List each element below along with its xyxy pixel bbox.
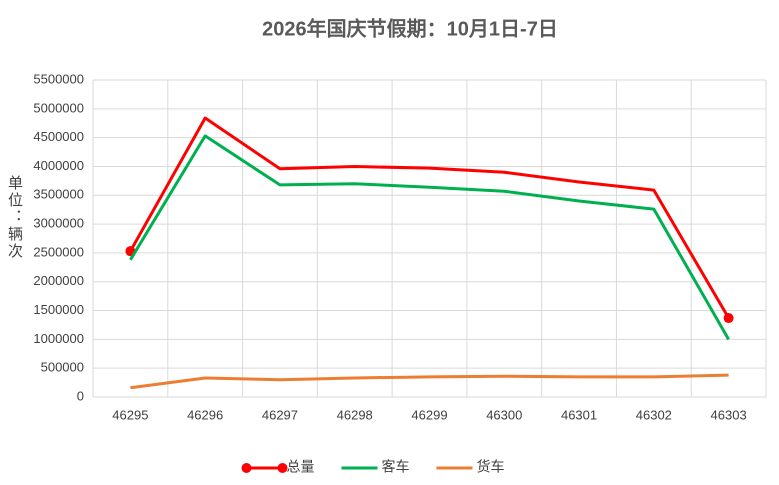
- y-tick-label: 3000000: [33, 216, 84, 231]
- y-tick-label: 500000: [41, 360, 84, 375]
- marker: [723, 313, 734, 324]
- y-tick-label: 4500000: [33, 129, 84, 144]
- line: [129, 116, 730, 319]
- x-tick-label: 46298: [337, 407, 373, 422]
- x-tick-label: 46301: [561, 407, 597, 422]
- x-tick-label: 46297: [262, 407, 298, 422]
- x-tick-label: 46300: [486, 407, 522, 422]
- y-tick-label: 1000000: [33, 331, 84, 346]
- x-tick-label: 46303: [711, 407, 747, 422]
- y-tick-label: 5500000: [33, 71, 84, 86]
- line: [129, 134, 730, 341]
- chart-title: 2026年国庆节假期：10月1日-7日: [262, 16, 558, 40]
- legend-marker: [241, 463, 252, 473]
- x-tick-label: 46299: [411, 407, 447, 422]
- x-tick-label: 46295: [112, 407, 148, 422]
- y-tick-label: 1500000: [33, 302, 84, 317]
- y-tick-label: 3500000: [33, 187, 84, 202]
- y-tick-label: 4000000: [33, 158, 84, 173]
- legend-label: 客车: [382, 459, 410, 475]
- y-tick-label: 5000000: [33, 100, 84, 115]
- x-tick-label: 46302: [636, 407, 672, 422]
- legend-marker: [277, 463, 288, 473]
- legend-label: 货车: [477, 459, 505, 475]
- y-tick-label: 0: [77, 388, 84, 403]
- legend-label: 总量: [287, 459, 315, 475]
- y-tick-label: 2500000: [33, 244, 84, 259]
- x-tick-label: 46296: [187, 407, 223, 422]
- y-axis-label: 单位：辆次: [6, 175, 23, 260]
- y-tick-label: 2000000: [33, 273, 84, 288]
- line: [130, 373, 729, 390]
